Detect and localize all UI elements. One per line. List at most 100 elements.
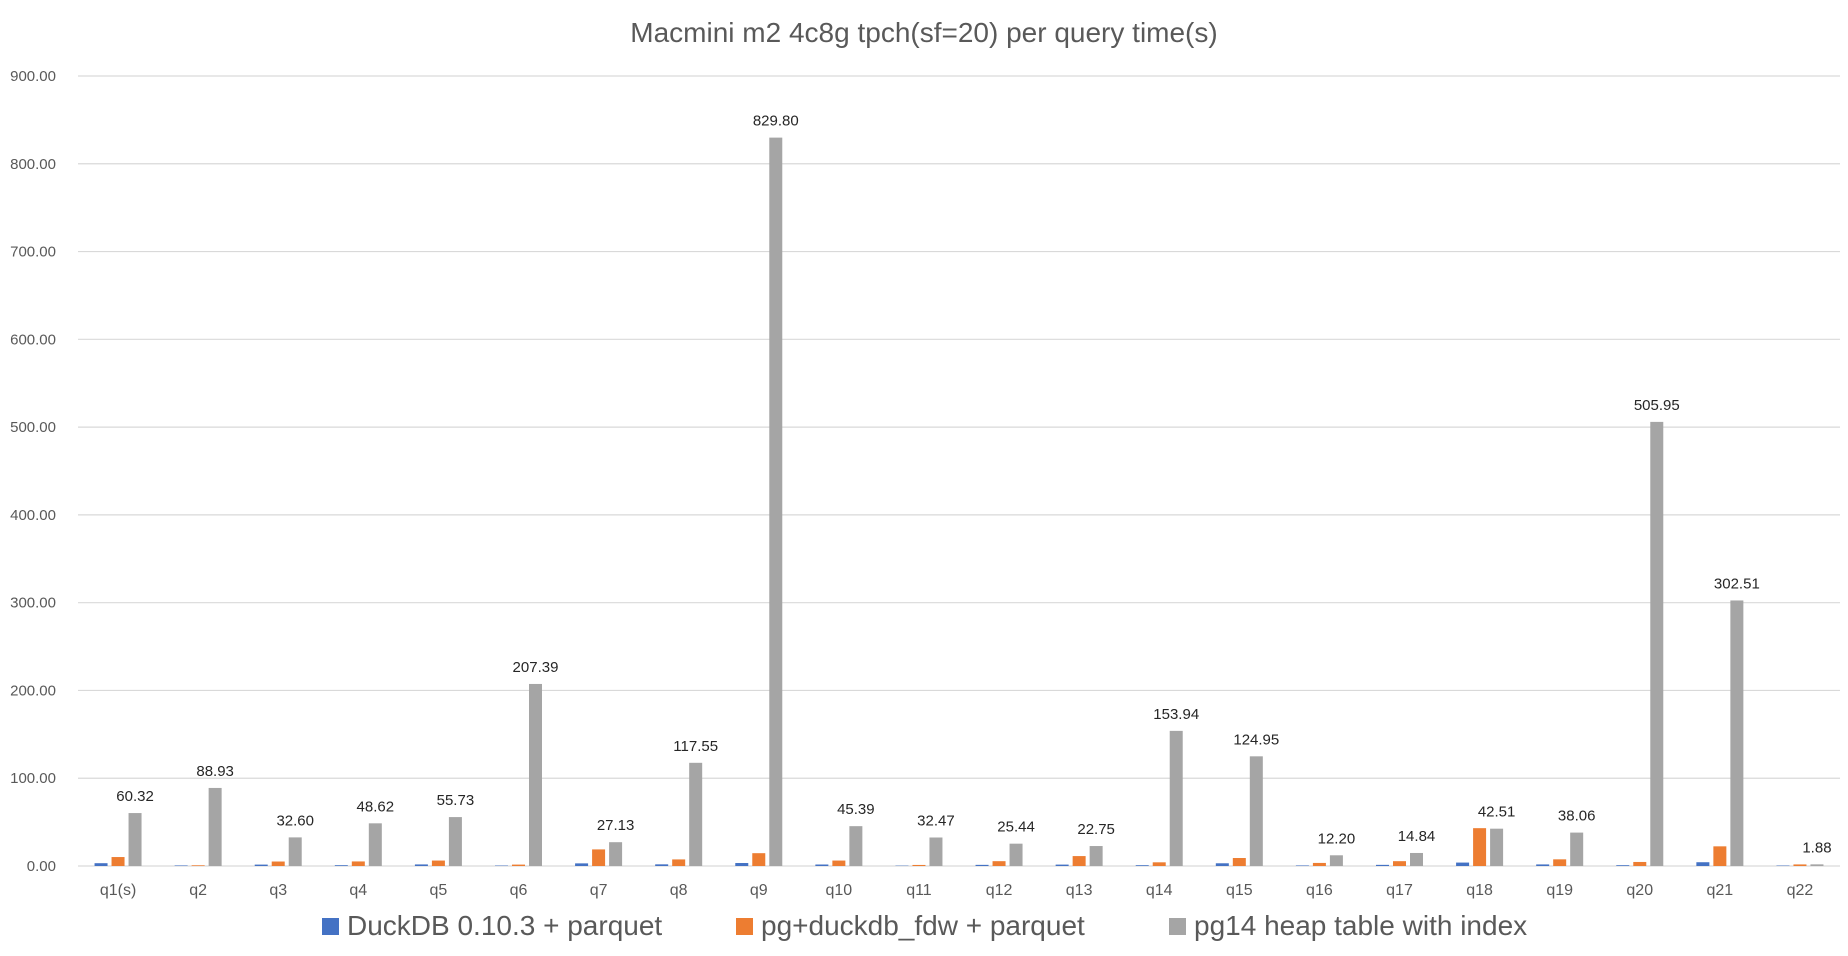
bar-s0-q2 xyxy=(174,865,188,866)
bar-s1-q14 xyxy=(1152,862,1166,866)
bar-s2-q7 xyxy=(609,842,623,866)
y-axis-tick-labels: 0.00 100.00 200.00 300.00 400.00 500.00 600.00… xyxy=(10,68,56,875)
bar-s2-q10 xyxy=(849,826,863,866)
bar-s0-q4 xyxy=(334,865,348,866)
bar-s2-q16 xyxy=(1329,855,1343,866)
data-label: 45.39 xyxy=(837,801,875,818)
data-label: 505.95 xyxy=(1634,397,1680,414)
bar-s2-q4 xyxy=(368,823,382,866)
y-tick-label: 500.00 xyxy=(10,419,56,436)
bar-s1-q6 xyxy=(512,864,525,866)
bar-s0-q3 xyxy=(254,864,268,866)
bar-s0-q12 xyxy=(975,864,989,866)
bar-s0-q8 xyxy=(655,864,669,866)
x-tick-label: q11 xyxy=(906,882,932,899)
x-tick-label: q5 xyxy=(430,882,448,899)
data-label: 829.80 xyxy=(753,113,799,130)
legend-swatch-2 xyxy=(1169,918,1186,935)
bar-s0-q18 xyxy=(1456,862,1470,866)
x-tick-label: q2 xyxy=(189,882,207,899)
y-tick-label: 300.00 xyxy=(10,595,56,612)
gridlines xyxy=(78,75,1840,867)
x-axis-tick-labels: q1(s) q2 q3 q4 q5 q6 q7 q8 q9 q10 q11 q12 q13 q14 q15 q… xyxy=(100,882,1814,899)
bar-s2-q22 xyxy=(1810,864,1824,866)
bar-s2-q12 xyxy=(1009,843,1023,866)
bar-s0-q14 xyxy=(1135,865,1149,866)
bar-s1-q19 xyxy=(1553,859,1567,866)
data-label: 32.47 xyxy=(917,812,955,829)
bar-s1-q1(s) xyxy=(111,857,125,866)
y-tick-label: 200.00 xyxy=(10,682,56,699)
bar-s0-q16 xyxy=(1295,865,1309,866)
y-tick-label: 0.00 xyxy=(27,858,56,875)
bars xyxy=(94,137,1824,866)
data-labels: 60.32 88.93 32.60 48.62 55.73 207.39 27.13 117.… xyxy=(116,113,1831,857)
bar-s2-q11 xyxy=(929,837,943,866)
y-tick-label: 400.00 xyxy=(10,507,56,524)
data-label: 48.62 xyxy=(357,798,395,815)
bar-s2-q21 xyxy=(1730,600,1744,866)
data-label: 60.32 xyxy=(116,788,154,805)
x-tick-label: q7 xyxy=(590,882,608,899)
bar-s0-q20 xyxy=(1616,865,1630,866)
data-label: 302.51 xyxy=(1714,575,1760,592)
bar-s1-q22 xyxy=(1793,864,1807,866)
bar-s2-q15 xyxy=(1249,756,1263,866)
y-tick-label: 800.00 xyxy=(10,156,56,173)
bar-s1-q17 xyxy=(1393,861,1406,866)
bar-s0-q21 xyxy=(1696,862,1710,866)
x-tick-label: q3 xyxy=(269,882,287,899)
bar-s0-q5 xyxy=(414,864,428,866)
bar-s1-q21 xyxy=(1713,846,1727,866)
bar-s2-q9 xyxy=(769,137,783,866)
bar-s2-q14 xyxy=(1169,730,1183,866)
data-label: 207.39 xyxy=(513,659,559,676)
bar-s1-q7 xyxy=(592,849,606,866)
x-tick-label: q14 xyxy=(1146,882,1173,899)
bar-s1-q20 xyxy=(1633,861,1647,866)
x-tick-label: q13 xyxy=(1066,882,1093,899)
data-label: 55.73 xyxy=(437,792,475,809)
legend-swatch-0 xyxy=(322,918,339,935)
bar-s0-q15 xyxy=(1215,863,1229,866)
y-tick-label: 700.00 xyxy=(10,244,56,261)
data-label: 14.84 xyxy=(1398,828,1436,845)
y-tick-label: 100.00 xyxy=(10,770,56,787)
bar-s1-q18 xyxy=(1473,828,1487,866)
x-tick-label: q8 xyxy=(670,882,688,899)
x-tick-label: q10 xyxy=(826,882,853,899)
data-label: 32.60 xyxy=(276,812,314,829)
bar-s2-q2 xyxy=(208,787,222,866)
legend-label-2: pg14 heap table with index xyxy=(1194,910,1527,941)
data-label: 38.06 xyxy=(1558,808,1596,825)
bar-s0-q10 xyxy=(815,864,829,866)
bar-s1-q4 xyxy=(351,861,365,866)
x-tick-label: q21 xyxy=(1707,882,1734,899)
bar-s2-q13 xyxy=(1089,846,1103,866)
bar-s1-q8 xyxy=(672,859,686,866)
y-tick-label: 900.00 xyxy=(10,68,56,85)
data-label: 117.55 xyxy=(673,738,718,755)
bar-s1-q12 xyxy=(992,861,1006,866)
bar-s0-q13 xyxy=(1055,864,1069,866)
x-tick-label: q18 xyxy=(1466,882,1493,899)
bar-s0-q7 xyxy=(575,863,589,866)
bar-s1-q3 xyxy=(271,861,285,866)
bar-s2-q3 xyxy=(288,837,302,866)
legend: DuckDB 0.10.3 + parquet pg+duckdb_fdw + p… xyxy=(322,910,1527,941)
bar-s2-q20 xyxy=(1650,421,1664,866)
bar-s1-q16 xyxy=(1312,862,1326,866)
x-tick-label: q6 xyxy=(510,882,528,899)
data-label: 153.94 xyxy=(1153,706,1199,723)
x-tick-label: q16 xyxy=(1306,882,1333,899)
y-tick-label: 600.00 xyxy=(10,331,56,348)
data-label: 12.20 xyxy=(1318,830,1356,847)
x-tick-label: q9 xyxy=(750,882,768,899)
x-tick-label: q12 xyxy=(986,882,1013,899)
data-label: 124.95 xyxy=(1233,731,1279,748)
bar-s1-q10 xyxy=(832,860,846,866)
bar-s2-q18 xyxy=(1490,828,1504,866)
x-tick-label: q17 xyxy=(1386,882,1413,899)
